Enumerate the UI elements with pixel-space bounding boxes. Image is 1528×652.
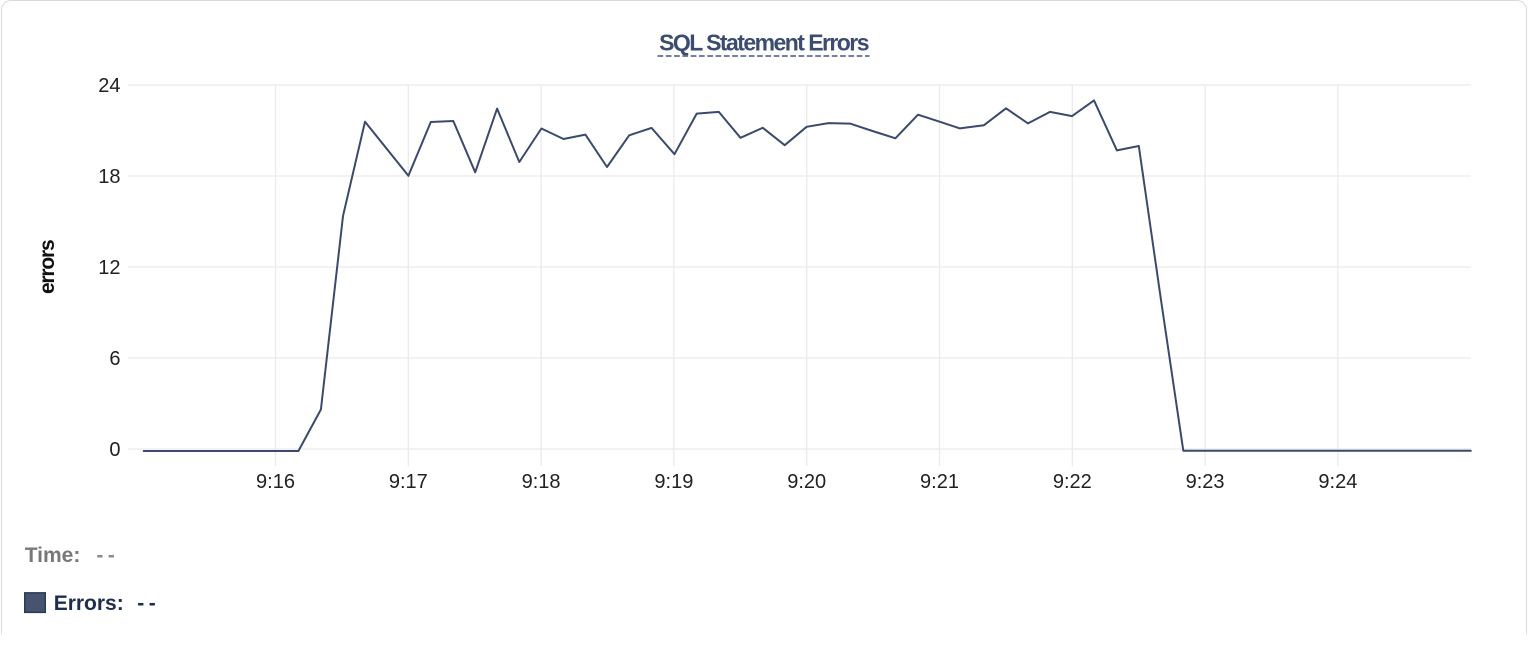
svg-text:24: 24 xyxy=(98,75,120,97)
svg-text:9:19: 9:19 xyxy=(654,471,693,493)
svg-text:--: -- xyxy=(96,544,119,567)
svg-text:9:23: 9:23 xyxy=(1186,471,1225,493)
svg-text:6: 6 xyxy=(109,348,120,370)
svg-text:9:24: 9:24 xyxy=(1318,471,1357,493)
svg-text:9:16: 9:16 xyxy=(256,471,295,493)
svg-text:errors: errors xyxy=(36,240,59,294)
svg-text:9:21: 9:21 xyxy=(920,471,959,493)
svg-text:9:20: 9:20 xyxy=(787,471,826,493)
svg-text:SQL Statement Errors: SQL Statement Errors xyxy=(659,30,869,56)
svg-text:Errors:: Errors: xyxy=(54,592,124,615)
svg-text:9:18: 9:18 xyxy=(522,471,561,493)
svg-text:18: 18 xyxy=(98,166,120,188)
svg-text:12: 12 xyxy=(98,257,120,279)
svg-text:9:22: 9:22 xyxy=(1053,471,1092,493)
svg-text:--: -- xyxy=(137,592,160,615)
svg-text:Time:: Time: xyxy=(25,544,81,567)
svg-text:0: 0 xyxy=(109,439,120,461)
svg-text:9:17: 9:17 xyxy=(389,471,428,493)
